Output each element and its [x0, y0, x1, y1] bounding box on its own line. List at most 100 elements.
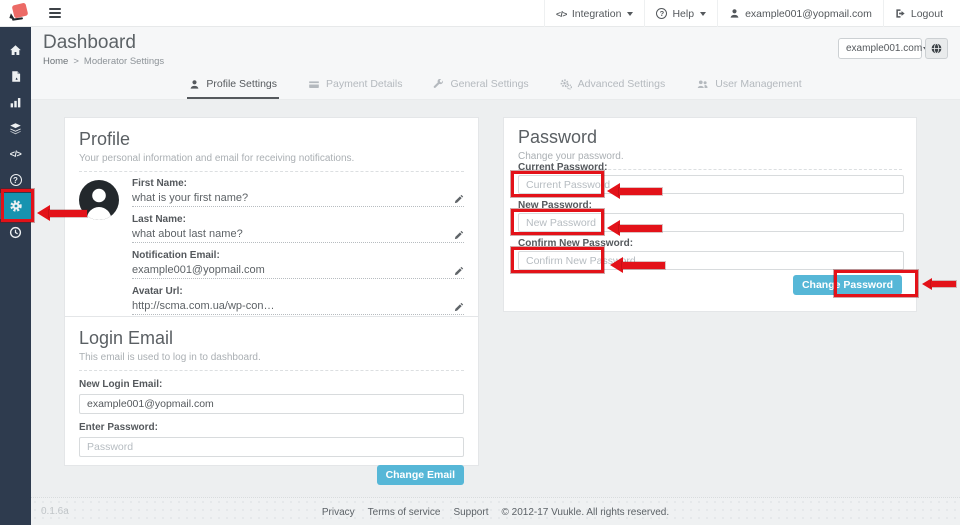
sidebar-item-moderation[interactable]: [0, 63, 31, 89]
globe-icon: [931, 43, 942, 54]
field-value: example001@yopmail.com: [132, 264, 265, 276]
menu-toggle-icon[interactable]: [49, 8, 61, 18]
question-circle-icon: ?: [656, 8, 668, 19]
user-icon: [190, 79, 199, 89]
vuukle-logo-icon[interactable]: [9, 2, 31, 23]
breadcrumb-separator: >: [73, 56, 79, 67]
help-menu[interactable]: ? Help: [644, 0, 717, 27]
password-card-title: Password: [518, 127, 598, 147]
new-login-email-input[interactable]: [79, 394, 464, 414]
sidebar-item-comments-stack[interactable]: [0, 115, 31, 141]
divider: [518, 169, 902, 170]
version-label: 0.1.6a: [41, 506, 69, 517]
editable-value-notification-email[interactable]: example001@yopmail.com: [132, 264, 464, 279]
sidebar-item-settings[interactable]: [0, 193, 31, 219]
logo-bubble: [11, 2, 29, 19]
chevron-down-icon: [700, 11, 707, 16]
chevron-down-icon: [627, 11, 634, 16]
tab-label: General Settings: [450, 78, 529, 90]
enter-password-input[interactable]: [79, 437, 464, 457]
breadcrumb-home[interactable]: Home: [43, 56, 69, 67]
field-label: First Name:: [132, 178, 188, 189]
sidebar-item-history[interactable]: [0, 219, 31, 245]
settings-tabbar: Profile Settings Payment Details General…: [31, 71, 960, 100]
breadcrumb-current: Moderator Settings: [83, 56, 165, 67]
sidebar-item-analytics[interactable]: [0, 89, 31, 115]
editable-value-avatar-url[interactable]: http://scma.com.ua/wp-con…: [132, 300, 464, 315]
pencil-edit-icon[interactable]: [454, 266, 464, 276]
sidebar-item-home[interactable]: [0, 37, 31, 63]
sidebar-item-help[interactable]: ?: [0, 167, 31, 193]
page-title: Dashboard: [43, 32, 136, 53]
profile-card: Profile Your personal information and em…: [64, 117, 479, 328]
logout-button[interactable]: Logout: [882, 0, 954, 27]
field-value: what is your first name?: [132, 192, 249, 204]
change-password-button[interactable]: Change Password: [792, 275, 902, 295]
password-card-subtitle: Change your password.: [518, 151, 624, 162]
tab-label: Advanced Settings: [577, 78, 666, 90]
field-value: what about last name?: [132, 228, 243, 240]
footer-link-privacy[interactable]: Privacy: [321, 506, 355, 518]
layers-icon: [9, 122, 22, 134]
globe-button[interactable]: [925, 38, 948, 59]
profile-field-first-name: First Name: what is your first name?: [132, 178, 464, 207]
confirm-new-password-label: Confirm New Password:: [518, 238, 634, 249]
gears-icon: [560, 79, 572, 90]
footer-link-terms[interactable]: Terms of service: [367, 506, 441, 518]
profile-field-notification-email: Notification Email: example001@yopmail.c…: [132, 250, 464, 279]
new-password-input[interactable]: [518, 213, 904, 232]
users-icon: [697, 79, 708, 88]
integration-menu[interactable]: </> Integration: [544, 0, 644, 27]
breadcrumb: Home > Moderator Settings: [31, 54, 960, 67]
login-email-card-subtitle: This email is used to log in to dashboar…: [79, 352, 261, 363]
pencil-edit-icon[interactable]: [454, 302, 464, 312]
pencil-edit-icon[interactable]: [454, 230, 464, 240]
sidebar-item-integration[interactable]: </>: [0, 141, 31, 167]
current-password-input[interactable]: [518, 175, 904, 194]
divider: [79, 171, 464, 172]
home-icon: [10, 44, 21, 55]
pencil-edit-icon[interactable]: [454, 194, 464, 204]
footer: 0.1.6a Privacy Terms of service Support …: [31, 497, 960, 525]
change-email-button[interactable]: Change Email: [376, 465, 464, 485]
site-selector[interactable]: example001.com: [838, 38, 930, 59]
account-email: example001@yopmail.com: [745, 7, 872, 20]
field-label: Notification Email:: [132, 250, 220, 261]
logout-icon: [896, 9, 905, 18]
tab-label: User Management: [715, 78, 802, 90]
annotation-arrow-change-password: [922, 278, 956, 290]
logout-label: Logout: [910, 7, 943, 20]
editable-value-last-name[interactable]: what about last name?: [132, 228, 464, 243]
login-email-card-title: Login Email: [79, 328, 174, 348]
avatar[interactable]: [79, 180, 119, 220]
credit-card-icon: [309, 80, 319, 88]
divider: [79, 370, 464, 371]
current-password-label: Current Password:: [518, 162, 608, 173]
topbar: </> Integration ? Help example001@yopmai…: [0, 0, 960, 27]
tab-advanced-settings[interactable]: Advanced Settings: [558, 71, 668, 99]
enter-password-label: Enter Password:: [79, 422, 158, 433]
wrench-icon: [434, 78, 444, 88]
tab-general-settings[interactable]: General Settings: [431, 71, 530, 99]
avatar-person-icon: [86, 188, 112, 220]
field-value: http://scma.com.ua/wp-con…: [132, 300, 275, 312]
code-icon: </>: [9, 149, 22, 159]
footer-link-support[interactable]: Support: [453, 506, 489, 518]
tab-label: Payment Details: [326, 78, 403, 90]
field-label: Last Name:: [132, 214, 186, 225]
site-selector-group: example001.com: [838, 38, 948, 59]
tab-user-management[interactable]: User Management: [694, 71, 803, 99]
topnav: </> Integration ? Help example001@yopmai…: [544, 0, 954, 27]
editable-value-first-name[interactable]: what is your first name?: [132, 192, 464, 207]
new-login-email-label: New Login Email:: [79, 379, 163, 390]
settings-gear-icon: [9, 200, 22, 212]
login-email-card: Login Email This email is used to log in…: [64, 316, 479, 485]
tab-profile-settings[interactable]: Profile Settings: [187, 71, 279, 99]
account-menu[interactable]: example001@yopmail.com: [717, 0, 883, 27]
confirm-new-password-input[interactable]: [518, 251, 904, 270]
code-icon: </>: [556, 8, 567, 19]
logo-underline: [11, 17, 24, 21]
analytics-icon: [10, 97, 21, 107]
tab-payment-details[interactable]: Payment Details: [306, 71, 404, 99]
